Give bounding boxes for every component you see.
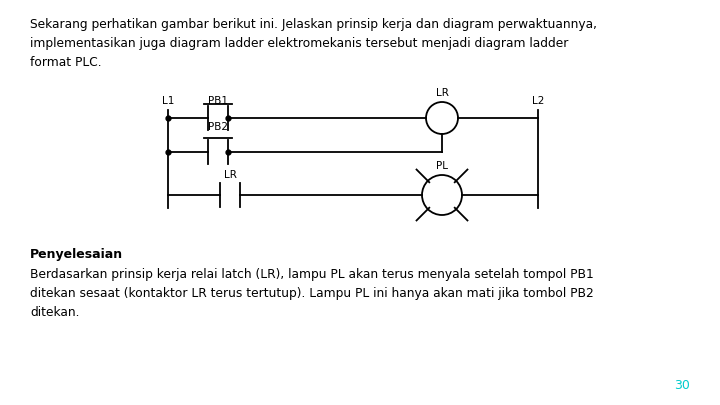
- Text: PB1: PB1: [208, 96, 228, 106]
- Text: ditekan.: ditekan.: [30, 306, 79, 319]
- Text: Berdasarkan prinsip kerja relai latch (LR), lampu PL akan terus menyala setelah : Berdasarkan prinsip kerja relai latch (L…: [30, 268, 594, 281]
- Text: LR: LR: [436, 88, 449, 98]
- Text: PL: PL: [436, 161, 448, 171]
- Text: L1: L1: [162, 96, 174, 106]
- Text: format PLC.: format PLC.: [30, 56, 102, 69]
- Text: 30: 30: [674, 379, 690, 392]
- Text: Penyelesaian: Penyelesaian: [30, 248, 123, 261]
- Text: PB2: PB2: [208, 122, 228, 132]
- Text: implementasikan juga diagram ladder elektromekanis tersebut menjadi diagram ladd: implementasikan juga diagram ladder elek…: [30, 37, 568, 50]
- Text: Sekarang perhatikan gambar berikut ini. Jelaskan prinsip kerja dan diagram perwa: Sekarang perhatikan gambar berikut ini. …: [30, 18, 597, 31]
- Text: L2: L2: [532, 96, 544, 106]
- Text: LR: LR: [224, 170, 236, 180]
- Text: ditekan sesaat (kontaktor LR terus tertutup). Lampu PL ini hanya akan mati jika : ditekan sesaat (kontaktor LR terus tertu…: [30, 287, 594, 300]
